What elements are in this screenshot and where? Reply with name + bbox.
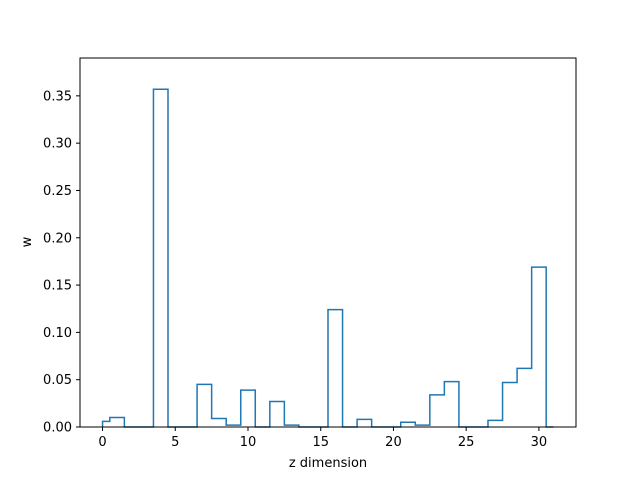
histogram-step-line [101,88,554,428]
y-tick-label: 0.00 [43,421,72,436]
x-tick-label: 30 [531,435,548,450]
y-tick-label: 0.25 [43,184,72,199]
x-tick-label: 15 [312,435,329,450]
x-tick-label: 25 [458,435,475,450]
y-tick-label: 0.10 [43,326,72,341]
y-tick-label: 0.20 [43,231,72,246]
y-axis-ticks: 0.00 0.05 0.10 0.15 0.20 0.25 0.30 0.35 [43,89,80,436]
histogram-marks [101,88,554,428]
x-tick-label: 20 [385,435,402,450]
x-tick-label: 0 [98,435,106,450]
x-axis-label: z dimension [289,456,367,471]
y-tick-label: 0.05 [43,373,72,388]
x-tick-label: 10 [240,435,257,450]
x-axis-ticks: 0 5 10 15 20 25 30 [98,427,547,450]
plot-frame [79,57,577,428]
y-tick-label: 0.30 [43,137,72,152]
y-tick-label: 0.35 [43,89,72,104]
y-tick-label: 0.15 [43,279,72,294]
x-tick-label: 5 [171,435,179,450]
y-axis-label: w [20,236,35,247]
